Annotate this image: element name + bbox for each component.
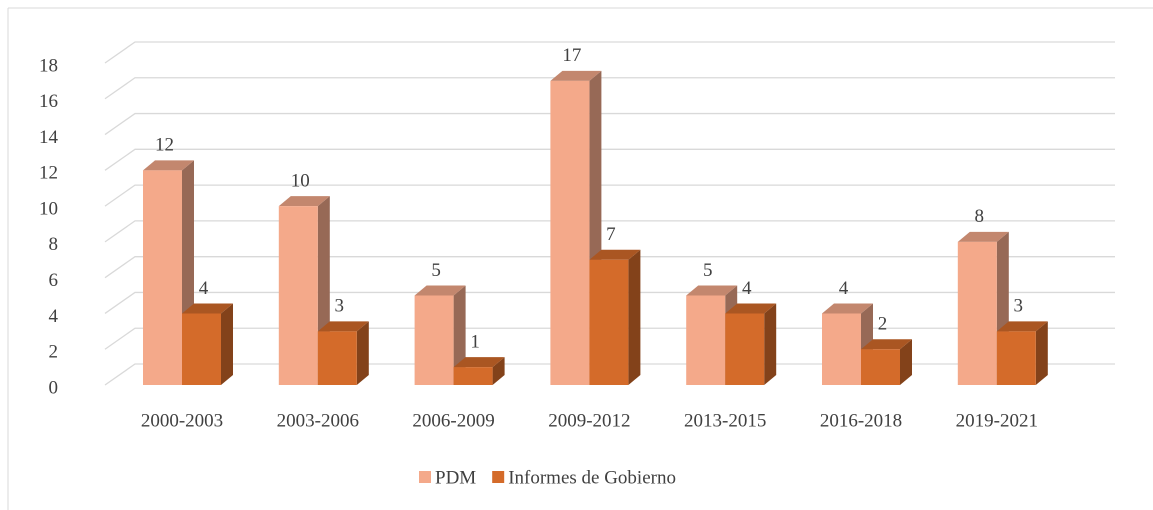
bar-face [221, 303, 233, 385]
bar [317, 321, 369, 385]
data-label: 5 [431, 260, 441, 281]
bar-face [725, 313, 765, 385]
y-tick-label: 0 [49, 377, 59, 398]
x-tick-label: 2019-2021 [956, 410, 1038, 431]
data-label: 17 [562, 45, 581, 66]
bar-face [182, 313, 221, 385]
bar-face [686, 295, 726, 385]
grid-line [104, 112, 1115, 136]
bar [182, 303, 233, 385]
bar-face [182, 303, 233, 314]
x-tick-label: 2000-2003 [141, 410, 223, 431]
y-tick-label: 2 [49, 342, 59, 363]
bar-face [278, 206, 318, 385]
bar-face [317, 321, 369, 332]
bar-face [822, 303, 873, 314]
grid-line [104, 148, 1115, 171]
bar-face [414, 295, 454, 385]
data-label: 3 [1014, 296, 1024, 317]
y-tick-label: 10 [39, 198, 58, 219]
bar [453, 357, 505, 385]
bar-face [589, 259, 629, 385]
bar-face [628, 249, 641, 385]
bar-face [900, 339, 912, 385]
data-label: 3 [335, 296, 345, 317]
bar-face [453, 367, 493, 385]
y-tick-label: 14 [39, 127, 59, 148]
data-label: 5 [703, 260, 713, 281]
data-label: 12 [155, 135, 174, 156]
data-label: 4 [199, 278, 209, 299]
bar-face [414, 285, 466, 296]
x-tick-label: 2009-2012 [548, 410, 630, 431]
legend-swatch [492, 471, 505, 483]
y-tick-label: 16 [39, 91, 58, 112]
legend-swatch [419, 471, 431, 483]
bar-face [1035, 321, 1048, 385]
bar [861, 339, 912, 385]
x-tick-label: 2003-2006 [277, 410, 359, 431]
y-tick-label: 12 [39, 163, 58, 184]
grid-line [104, 363, 1115, 386]
data-label: 4 [839, 278, 849, 299]
bar [589, 249, 641, 385]
bar-face [725, 303, 777, 314]
y-tick-label: 18 [39, 55, 58, 76]
bar-face [453, 357, 505, 368]
grid-line [104, 184, 1115, 207]
bar-face [957, 241, 997, 385]
bar-face [550, 70, 602, 81]
grid-line [104, 327, 1115, 350]
legend-label: Informes de Gobierno [508, 467, 676, 488]
grid-line [104, 77, 1115, 100]
bar-face [996, 331, 1036, 385]
bar-face [861, 349, 900, 385]
bar-face [764, 303, 777, 385]
bar-face [822, 313, 861, 385]
bar-face [356, 321, 369, 385]
x-tick-label: 2016-2018 [820, 410, 902, 431]
bar-face [143, 170, 182, 385]
data-label: 10 [291, 170, 310, 191]
x-tick-label: 2006-2009 [412, 410, 494, 431]
y-tick-label: 6 [49, 270, 59, 291]
data-label: 8 [975, 206, 985, 227]
bar-face [317, 331, 357, 385]
grid-line [104, 41, 1115, 64]
bar-face [957, 231, 1009, 242]
grid-line [104, 220, 1115, 243]
bar-face [550, 80, 590, 385]
y-tick-label: 8 [49, 234, 59, 255]
bar-face [589, 249, 641, 260]
x-tick-label: 2013-2015 [684, 410, 766, 431]
bar [996, 321, 1048, 385]
legend-label: PDM [435, 467, 476, 488]
data-label: 7 [606, 224, 616, 245]
bar [725, 303, 777, 385]
bar-face [861, 339, 912, 350]
bar-face [996, 321, 1048, 332]
bar-face [492, 357, 505, 385]
grid-line [104, 256, 1115, 279]
bar-face [278, 196, 330, 207]
y-tick-label: 4 [49, 306, 59, 327]
bar-face [686, 285, 738, 296]
data-label: 2 [878, 314, 888, 335]
data-label: 4 [742, 278, 752, 299]
data-label: 1 [470, 331, 480, 352]
grid-line [104, 291, 1115, 314]
bar-face [143, 160, 194, 171]
